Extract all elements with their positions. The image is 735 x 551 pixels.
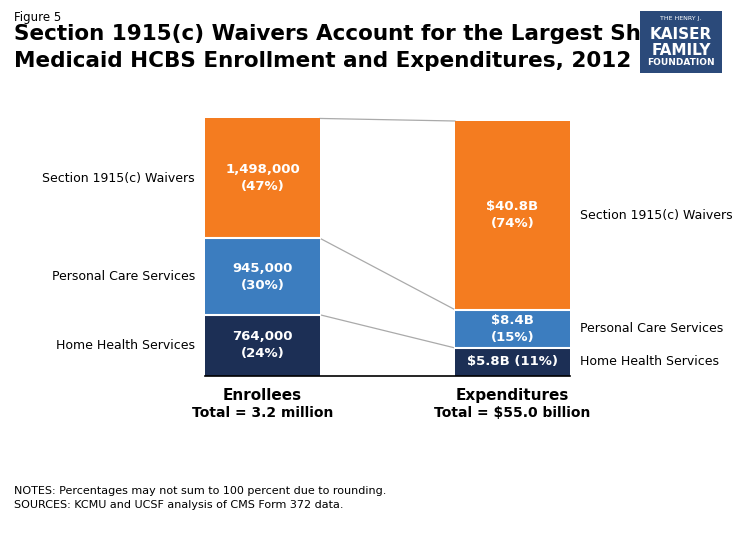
Text: Home Health Services: Home Health Services bbox=[56, 339, 195, 352]
Text: Section 1915(c) Waivers: Section 1915(c) Waivers bbox=[580, 209, 733, 222]
Text: FAMILY: FAMILY bbox=[651, 43, 711, 58]
Text: Personal Care Services: Personal Care Services bbox=[51, 270, 195, 283]
Text: Enrollees: Enrollees bbox=[223, 388, 302, 403]
Bar bbox=[640, 11, 722, 73]
Bar bbox=[455, 121, 570, 310]
Text: 764,000
(24%): 764,000 (24%) bbox=[232, 331, 293, 360]
Bar bbox=[205, 315, 320, 376]
Text: Home Health Services: Home Health Services bbox=[580, 355, 719, 369]
Text: 1,498,000
(47%): 1,498,000 (47%) bbox=[225, 164, 300, 193]
Text: Figure 5: Figure 5 bbox=[14, 11, 61, 24]
Text: Medicaid HCBS Enrollment and Expenditures, 2012: Medicaid HCBS Enrollment and Expenditure… bbox=[14, 51, 631, 71]
Text: $5.8B (11%): $5.8B (11%) bbox=[467, 355, 558, 369]
Text: Total = $55.0 billion: Total = $55.0 billion bbox=[434, 406, 591, 420]
Text: Total = 3.2 million: Total = 3.2 million bbox=[192, 406, 333, 420]
Text: Section 1915(c) Waivers: Section 1915(c) Waivers bbox=[43, 172, 195, 185]
Text: 945,000
(30%): 945,000 (30%) bbox=[232, 262, 293, 291]
Bar bbox=[205, 238, 320, 315]
Text: FOUNDATION: FOUNDATION bbox=[648, 58, 715, 67]
Text: THE HENRY J.: THE HENRY J. bbox=[660, 16, 702, 21]
Text: Section 1915(c) Waivers Account for the Largest Share of: Section 1915(c) Waivers Account for the … bbox=[14, 24, 712, 44]
Text: $8.4B
(15%): $8.4B (15%) bbox=[491, 314, 534, 344]
Bar bbox=[205, 118, 320, 238]
Text: KAISER: KAISER bbox=[650, 27, 712, 42]
Bar bbox=[455, 310, 570, 348]
Text: NOTES: Percentages may not sum to 100 percent due to rounding.
SOURCES: KCMU and: NOTES: Percentages may not sum to 100 pe… bbox=[14, 486, 387, 510]
Text: $40.8B
(74%): $40.8B (74%) bbox=[487, 201, 539, 230]
Text: Personal Care Services: Personal Care Services bbox=[580, 322, 723, 336]
Text: Expenditures: Expenditures bbox=[456, 388, 569, 403]
Bar bbox=[455, 348, 570, 376]
